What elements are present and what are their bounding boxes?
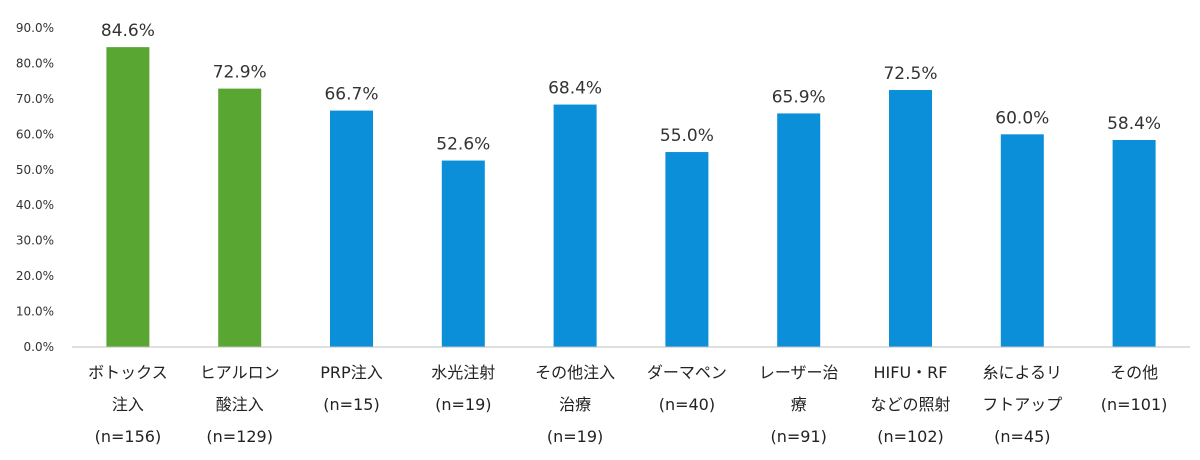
x-tick-label: 糸によるリ — [983, 363, 1063, 382]
x-tick-label: その他注入 — [535, 363, 615, 382]
data-label: 66.7% — [324, 85, 378, 105]
bar — [1000, 134, 1044, 347]
data-label: 52.6% — [436, 135, 490, 155]
bar — [106, 47, 150, 347]
y-tick-label: 90.0% — [16, 21, 54, 35]
x-tick-label: レーザー治 — [759, 363, 839, 382]
data-label: 72.5% — [883, 64, 937, 84]
data-label: 68.4% — [548, 79, 602, 99]
x-tick-label: (n=129) — [206, 427, 273, 446]
y-tick-label: 80.0% — [16, 56, 54, 70]
x-tick-label: 水光注射 — [431, 363, 495, 382]
x-tick-label: (n=45) — [994, 427, 1050, 446]
y-tick-label: 20.0% — [16, 269, 54, 283]
x-tick-label: 注入 — [112, 395, 144, 414]
x-tick-label: ボトックス — [88, 363, 168, 382]
y-tick-label: 30.0% — [16, 234, 54, 248]
x-tick-label: (n=19) — [547, 427, 603, 446]
x-tick-label: 酸注入 — [216, 395, 264, 414]
data-label: 55.0% — [660, 126, 714, 146]
data-label: 84.6% — [101, 21, 155, 41]
x-tick-label: ヒアルロン — [200, 363, 280, 382]
y-tick-label: 50.0% — [16, 163, 54, 177]
x-tick-label: などの照射 — [870, 395, 950, 414]
bar — [441, 160, 485, 347]
y-tick-label: 70.0% — [16, 92, 54, 106]
x-tick-label: HIFU・RF — [874, 363, 948, 382]
y-tick-label: 0.0% — [24, 340, 55, 354]
y-tick-label: 10.0% — [16, 305, 54, 319]
x-tick-label: (n=40) — [659, 395, 715, 414]
x-tick-label: (n=156) — [95, 427, 162, 446]
data-label: 58.4% — [1107, 114, 1161, 134]
x-tick-label: (n=15) — [323, 395, 379, 414]
x-tick-label: フトアップ — [982, 395, 1062, 414]
x-tick-label: PRP注入 — [320, 363, 382, 382]
x-tick-label: (n=101) — [1101, 395, 1168, 414]
y-tick-label: 60.0% — [16, 127, 54, 141]
bar — [553, 104, 597, 347]
bar — [218, 88, 262, 348]
x-tick-label: その他 — [1110, 363, 1158, 382]
y-tick-label: 40.0% — [16, 198, 54, 212]
data-label: 65.9% — [772, 87, 826, 107]
bar — [330, 110, 373, 347]
x-tick-label: (n=19) — [435, 395, 491, 414]
x-tick-label: ダーマペン — [647, 363, 727, 382]
bar — [777, 113, 821, 347]
data-label: 72.9% — [213, 63, 267, 83]
bar — [1112, 140, 1156, 347]
data-label: 60.0% — [995, 108, 1049, 128]
x-tick-label: 治療 — [559, 395, 591, 414]
bar — [665, 152, 709, 347]
x-tick-label: (n=102) — [877, 427, 944, 446]
x-tick-label: (n=91) — [771, 427, 827, 446]
x-tick-label: 療 — [791, 395, 807, 414]
bar — [889, 90, 932, 348]
